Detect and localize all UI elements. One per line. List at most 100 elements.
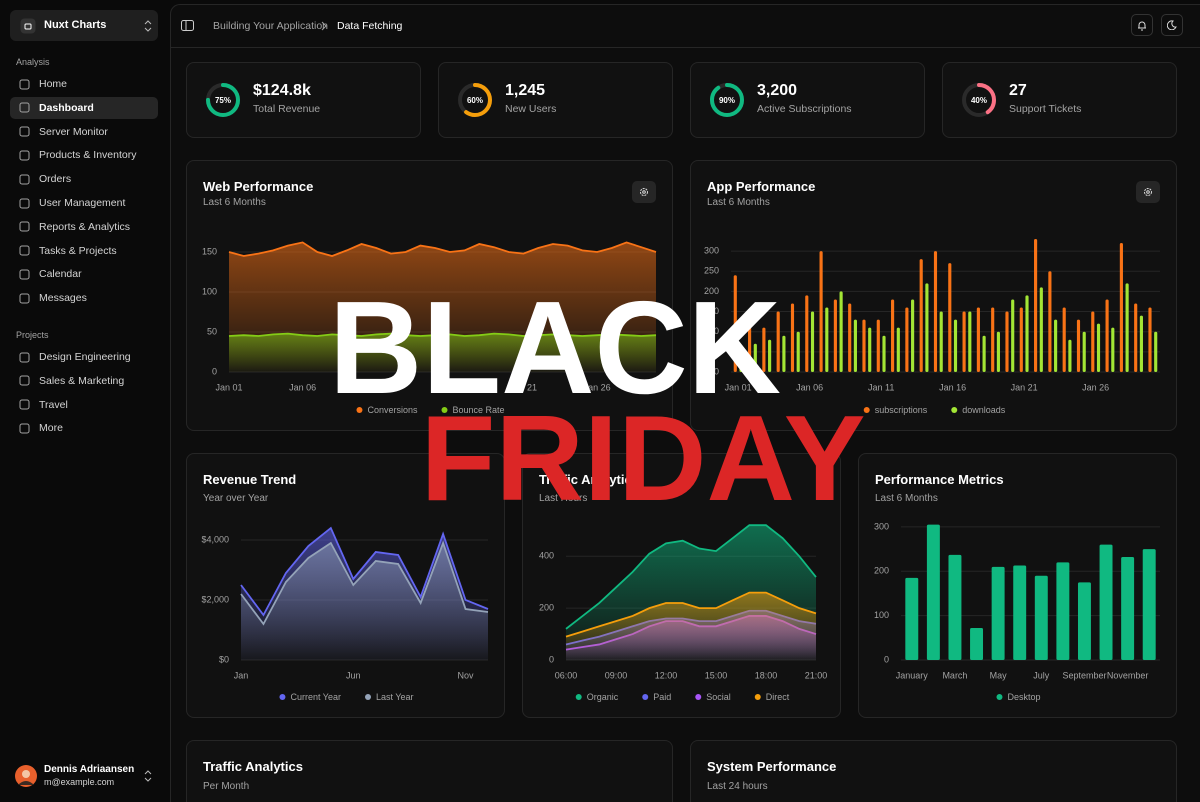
bar xyxy=(1154,331,1158,372)
nav-item[interactable]: Calendar xyxy=(10,263,158,285)
ring-label: 90% xyxy=(719,96,735,105)
legend-item[interactable]: Last Year xyxy=(365,692,414,702)
breadcrumb-item[interactable]: Building Your Application xyxy=(213,20,329,32)
chart-title: Revenue Trend xyxy=(203,472,297,487)
area-line xyxy=(240,526,489,617)
panel: Traffic Analytics Per Month xyxy=(186,740,673,802)
legend-item[interactable]: Organic xyxy=(575,692,619,702)
nav-icon xyxy=(19,150,30,161)
legend-item[interactable]: Conversions xyxy=(356,405,418,415)
theme-button[interactable] xyxy=(1161,14,1183,36)
ring-arc xyxy=(206,83,240,117)
x-tick-label: Jan 06 xyxy=(796,382,823,392)
bar xyxy=(853,319,857,372)
legend-label: Direct xyxy=(766,692,790,702)
legend-swatch xyxy=(996,694,1003,700)
bar xyxy=(1013,565,1027,660)
bar xyxy=(1148,307,1152,372)
nav-item[interactable]: Sales & Marketing xyxy=(10,370,158,392)
area-fill xyxy=(566,592,816,660)
legend-swatch xyxy=(279,694,286,700)
bar xyxy=(1068,339,1072,372)
y-tick-label: 50 xyxy=(207,326,217,336)
area-line xyxy=(228,241,657,257)
settings-button[interactable] xyxy=(1136,181,1160,203)
legend-label: Paid xyxy=(653,692,671,702)
icon-shape xyxy=(19,293,30,304)
ring-label: 75% xyxy=(215,96,231,105)
legend-swatch xyxy=(642,694,649,700)
legend-item[interactable]: Desktop xyxy=(996,692,1041,702)
nav-section-title: Analysis xyxy=(16,57,50,67)
y-tick-label: 200 xyxy=(704,286,719,296)
nav-item[interactable]: Design Engineering xyxy=(10,346,158,368)
app-switcher[interactable]: Nuxt Charts xyxy=(10,10,158,41)
bar xyxy=(933,251,938,372)
legend-item[interactable]: Current Year xyxy=(279,692,341,702)
nav-item[interactable]: Home xyxy=(10,73,158,95)
bar xyxy=(976,307,980,372)
icon-shape xyxy=(19,150,30,161)
nav-item[interactable]: Messages xyxy=(10,287,158,309)
nav-icon xyxy=(19,198,30,208)
nav-label: Design Engineering xyxy=(39,351,131,363)
nav-item[interactable]: Server Monitor xyxy=(10,121,158,143)
bar xyxy=(905,307,909,372)
stat-value: 1,245 xyxy=(505,82,546,99)
icon-shape xyxy=(19,198,30,208)
bar xyxy=(1121,557,1135,660)
settings-button[interactable] xyxy=(632,181,656,203)
chevron xyxy=(144,770,152,782)
legend-item[interactable]: Direct xyxy=(754,692,790,702)
legend: Desktop xyxy=(996,692,1041,702)
bar xyxy=(733,275,737,372)
bar xyxy=(968,311,972,372)
nav-icon xyxy=(19,245,30,256)
chart-title: Traffic Analytics xyxy=(539,472,639,487)
icon-shape xyxy=(19,352,30,362)
legend-item[interactable]: downloads xyxy=(951,405,1006,415)
stat-card: 40% 27 Support Tickets xyxy=(942,62,1177,138)
bar xyxy=(1111,327,1115,372)
legend: subscriptions downloads xyxy=(863,405,1006,415)
legend-item[interactable]: Bounce Rate xyxy=(441,405,505,415)
bar xyxy=(1091,311,1095,372)
legend-item[interactable]: Paid xyxy=(642,692,671,702)
chart-subtitle: Last Hours xyxy=(539,493,588,504)
legend: Conversions Bounce Rate xyxy=(356,405,505,415)
nav-item[interactable]: Dashboard xyxy=(10,96,158,119)
user-email: m@example.com xyxy=(44,777,115,787)
panel-title: Traffic Analytics xyxy=(203,759,303,774)
legend-item[interactable]: Social xyxy=(695,692,731,702)
stat-card: 90% 3,200 Active Subscriptions xyxy=(690,62,925,138)
stat-value: 27 xyxy=(1009,82,1027,99)
y-tick-label: 300 xyxy=(704,245,719,255)
x-tick-label: Jan 01 xyxy=(725,382,752,392)
y-tick-label: 250 xyxy=(704,266,719,276)
nav-item[interactable]: Products & Inventory xyxy=(10,144,158,166)
area-line xyxy=(565,591,817,638)
sidebar-toggle[interactable] xyxy=(181,20,195,32)
legend-item[interactable]: subscriptions xyxy=(863,405,928,415)
y-tick-label: 0 xyxy=(714,366,719,376)
user-menu[interactable]: Dennis Adriaansen m@example.com xyxy=(10,762,158,790)
icon-shape xyxy=(19,399,30,410)
x-tick-label: 15:00 xyxy=(705,670,728,680)
x-tick-label: Jan 11 xyxy=(363,382,389,392)
nav-item[interactable]: Reports & Analytics xyxy=(10,216,158,238)
x-tick-label: January xyxy=(896,670,929,680)
bar xyxy=(876,319,880,372)
bar xyxy=(891,299,895,372)
y-tick-label: 0 xyxy=(549,654,554,664)
nav-item[interactable]: Orders xyxy=(10,168,158,190)
nav-item[interactable]: User Management xyxy=(10,192,158,214)
nav-item[interactable]: More xyxy=(10,417,158,439)
nav-label: Server Monitor xyxy=(39,125,108,138)
chart-card: Revenue Trend Year over Year $0 $2,000 $4,… xyxy=(186,453,505,718)
x-tick-label: Jan 26 xyxy=(584,382,611,392)
nav-item[interactable]: Travel xyxy=(10,394,158,416)
notifications-button[interactable] xyxy=(1131,14,1153,36)
bar xyxy=(739,347,743,372)
bar xyxy=(926,524,940,660)
nav-item[interactable]: Tasks & Projects xyxy=(10,240,158,262)
